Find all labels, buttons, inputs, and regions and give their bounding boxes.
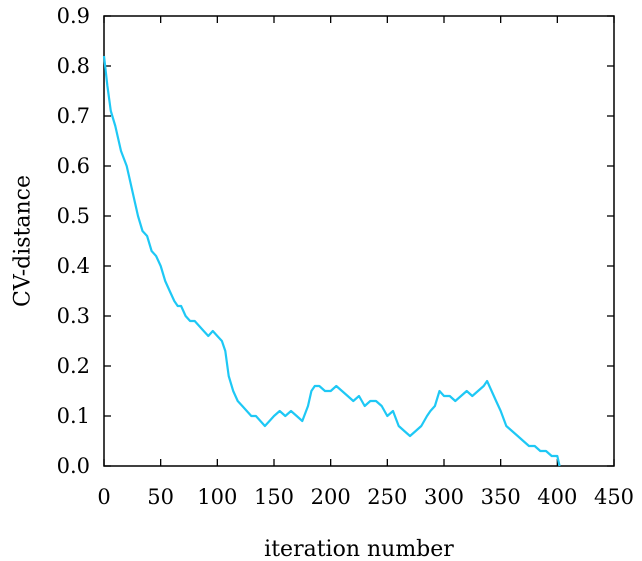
plot-frame: [103, 15, 615, 467]
x-tick-label: 50: [147, 485, 174, 509]
x-tick-label: 400: [537, 485, 577, 509]
x-tick-label: 150: [254, 485, 294, 509]
y-tick-label: 0.9: [57, 4, 90, 28]
x-tick-label: 100: [197, 485, 237, 509]
y-tick-label: 0.4: [57, 254, 90, 278]
y-tick-label: 0.1: [57, 404, 90, 428]
y-axis-label: CV-distance: [11, 175, 36, 307]
x-tick-label: 350: [481, 485, 521, 509]
x-tick-label: 300: [424, 485, 464, 509]
series-line: [102, 55, 561, 467]
x-tick-label: 450: [594, 485, 634, 509]
tick-labels: 0 50 100 150 200 250 300 350 400 450 0.0 0.1 0.2 0.3 0…: [57, 4, 634, 509]
x-tick-label: 200: [311, 485, 351, 509]
y-tick-label: 0.2: [57, 354, 90, 378]
y-tick-label: 0.5: [57, 204, 90, 228]
axis-ticks: [103, 15, 615, 467]
y-tick-label: 0.8: [57, 54, 90, 78]
y-tick-label: 0.6: [57, 154, 90, 178]
x-tick-label: 250: [367, 485, 407, 509]
y-tick-label: 0.0: [57, 454, 90, 478]
x-axis-label: iteration number: [264, 537, 454, 561]
y-tick-label: 0.3: [57, 304, 90, 328]
y-tick-label: 0.7: [57, 104, 90, 128]
x-tick-label: 0: [97, 485, 110, 509]
